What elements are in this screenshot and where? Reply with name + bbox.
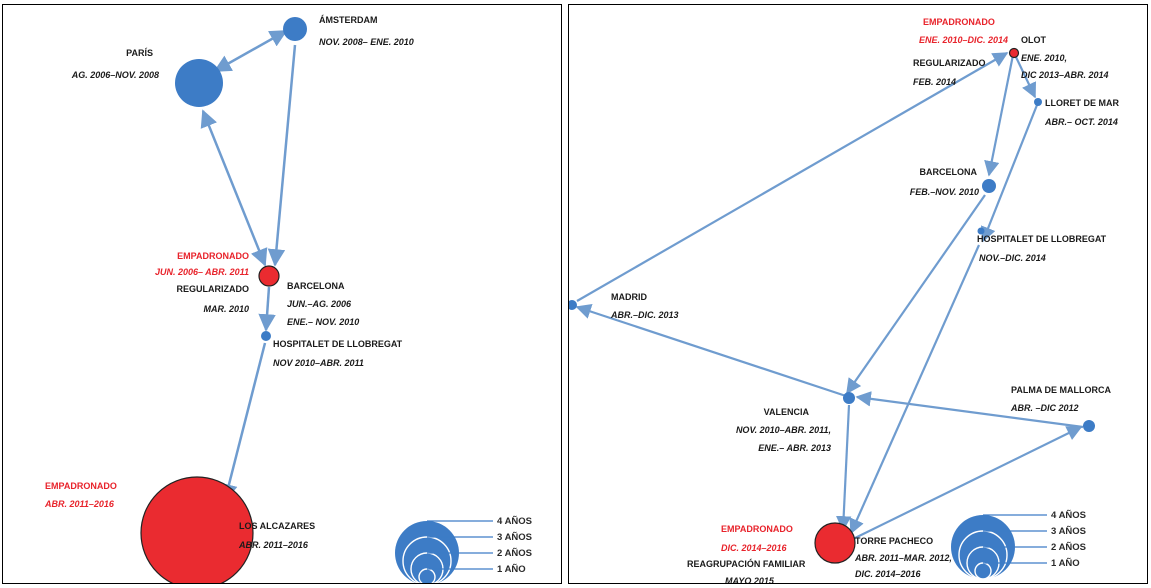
right-diagram: EMPADRONADO ENE. 2010–DIC. 2014 OLOT ENE…	[569, 17, 1119, 584]
label-valencia-dates-2: ENE.– ABR. 2013	[758, 443, 831, 453]
node-madrid	[569, 300, 577, 310]
legend-label-4: 4 AÑOS	[1051, 510, 1086, 521]
label-valencia-dates-1: NOV. 2010–ABR. 2011,	[736, 425, 831, 435]
node-paris	[175, 59, 223, 107]
right-size-legend: 4 AÑOS 3 AÑOS 2 AÑOS 1 AÑO	[951, 510, 1086, 580]
label-amsterdam-name: ÁMSTERDAM	[319, 15, 378, 25]
label-torre-dates-1: ABR. 2011–MAR. 2012,	[854, 553, 952, 563]
edge-palma-valencia	[855, 391, 1084, 429]
label-hospitalet-dates: NOV 2010–ABR. 2011	[273, 358, 364, 368]
label-paris-dates: AG. 2006–NOV. 2008	[71, 70, 159, 80]
left-edges	[200, 29, 297, 502]
label-empadronado-2-dates: ABR. 2011–2016	[44, 499, 115, 509]
edge-barcelona-hospitalet	[258, 286, 276, 332]
label-barcelona-dates-2: ENE.– NOV. 2010	[287, 317, 359, 327]
legend-label-2: 2 AÑOS	[497, 548, 532, 559]
left-diagram-panel: PARÍS AG. 2006–NOV. 2008 ÁMSTERDAM NOV. …	[2, 4, 562, 584]
label-empadronado-2: EMPADRONADO	[45, 481, 117, 491]
node-lloret	[1034, 98, 1042, 106]
node-hospitalet-right	[977, 227, 985, 235]
node-olot	[1008, 47, 1020, 59]
label-regularizado-date: MAR. 2010	[203, 304, 249, 314]
label-barcelona-dates-1: JUN.–AG. 2006	[287, 299, 352, 309]
legend-circle-1	[418, 568, 436, 583]
edge-paris-amsterdam	[213, 29, 288, 73]
label-olot-dates-2: DIC 2013–ABR. 2014	[1021, 70, 1109, 80]
edge-paris-barcelona	[200, 109, 268, 267]
left-size-legend: 4 AÑOS 3 AÑOS 2 AÑOS 1 AÑO	[395, 516, 532, 583]
label-palma-dates: ABR. –DIC 2012	[1010, 403, 1079, 413]
label-barcelona-right-name: BARCELONA	[920, 167, 978, 177]
label-paris-name: PARÍS	[126, 48, 153, 58]
label-torre-name: TORRE PACHECO	[855, 536, 933, 546]
node-hospitalet	[261, 331, 271, 341]
label-regularizado: REGULARIZADO	[177, 284, 250, 294]
label-empadronado-torre-dates: DIC. 2014–2016	[721, 543, 788, 553]
label-empadronado-olot-dates: ENE. 2010–DIC. 2014	[919, 35, 1008, 45]
label-alcazares-dates: ABR. 2011–2016	[238, 540, 309, 550]
legend-label-1: 1 AÑO	[497, 564, 526, 575]
edge-amsterdam-barcelona	[267, 44, 297, 267]
node-valencia	[843, 392, 855, 404]
label-hospitalet-right-name: HOSPITALET DE LLOBREGAT	[977, 234, 1107, 244]
node-barcelona-right	[982, 179, 996, 193]
node-torre-pacheco	[814, 522, 856, 564]
label-barcelona-name: BARCELONA	[287, 281, 345, 291]
label-reagrupacion-date: MAYO 2015	[725, 576, 775, 584]
label-lloret-name: LLORET DE MAR	[1045, 98, 1119, 108]
edge-barcelona-valencia	[846, 194, 986, 395]
right-diagram-panel: EMPADRONADO ENE. 2010–DIC. 2014 OLOT ENE…	[568, 4, 1148, 584]
label-reagrupacion: REAGRUPACIÓN FAMILIAR	[687, 558, 806, 569]
legend-circle-1	[974, 562, 992, 580]
left-diagram: PARÍS AG. 2006–NOV. 2008 ÁMSTERDAM NOV. …	[44, 15, 532, 583]
edge-torre-palma	[852, 426, 1083, 540]
label-empadronado-torre: EMPADRONADO	[721, 524, 793, 534]
edge-valencia-torre	[835, 404, 852, 532]
node-palma	[1083, 420, 1095, 432]
legend-label-1: 1 AÑO	[1051, 558, 1080, 569]
edge-olot-barcelona	[984, 54, 1015, 177]
node-alcazares	[140, 476, 254, 583]
label-empadronado-1: EMPADRONADO	[177, 251, 249, 261]
label-regularizado-right-date: FEB. 2014	[913, 77, 956, 87]
label-hospitalet-name: HOSPITALET DE LLOBREGAT	[273, 339, 403, 349]
label-olot-dates-1: ENE. 2010,	[1021, 53, 1067, 63]
legend-label-3: 3 AÑOS	[497, 532, 532, 543]
label-madrid-dates: ABR.–DIC. 2013	[610, 310, 679, 320]
label-empadronado-olot: EMPADRONADO	[923, 17, 995, 27]
label-amsterdam-dates: NOV. 2008– ENE. 2010	[319, 37, 414, 47]
label-empadronado-1-dates: JUN. 2006– ABR. 2011	[155, 267, 249, 277]
label-palma-name: PALMA DE MALLORCA	[1011, 385, 1111, 395]
legend-label-3: 3 AÑOS	[1051, 526, 1086, 537]
node-barcelona	[258, 265, 280, 287]
legend-label-2: 2 AÑOS	[1051, 542, 1086, 553]
legend-label-4: 4 AÑOS	[497, 516, 532, 527]
label-hospitalet-right-dates: NOV.–DIC. 2014	[979, 253, 1046, 263]
label-lloret-dates: ABR.– OCT. 2014	[1044, 117, 1118, 127]
edge-madrid-olot	[576, 52, 1009, 302]
label-madrid-name: MADRID	[611, 292, 647, 302]
edge-valencia-madrid	[575, 304, 850, 399]
right-edges	[575, 52, 1084, 540]
label-olot-name: OLOT	[1021, 35, 1046, 45]
label-regularizado-right: REGULARIZADO	[913, 58, 986, 68]
edge-hospitalet-torre	[849, 244, 981, 535]
label-alcazares-name: LOS ALCAZARES	[239, 521, 315, 531]
edge-olot-lloret	[1014, 54, 1036, 99]
node-amsterdam	[283, 17, 307, 41]
label-barcelona-right-dates: FEB.–NOV. 2010	[910, 187, 979, 197]
label-torre-dates-2: DIC. 2014–2016	[855, 569, 922, 579]
label-valencia-name: VALENCIA	[764, 407, 810, 417]
edge-hospitalet-alcazares	[220, 342, 267, 502]
edge-lloret-hospitalet	[980, 104, 1039, 243]
